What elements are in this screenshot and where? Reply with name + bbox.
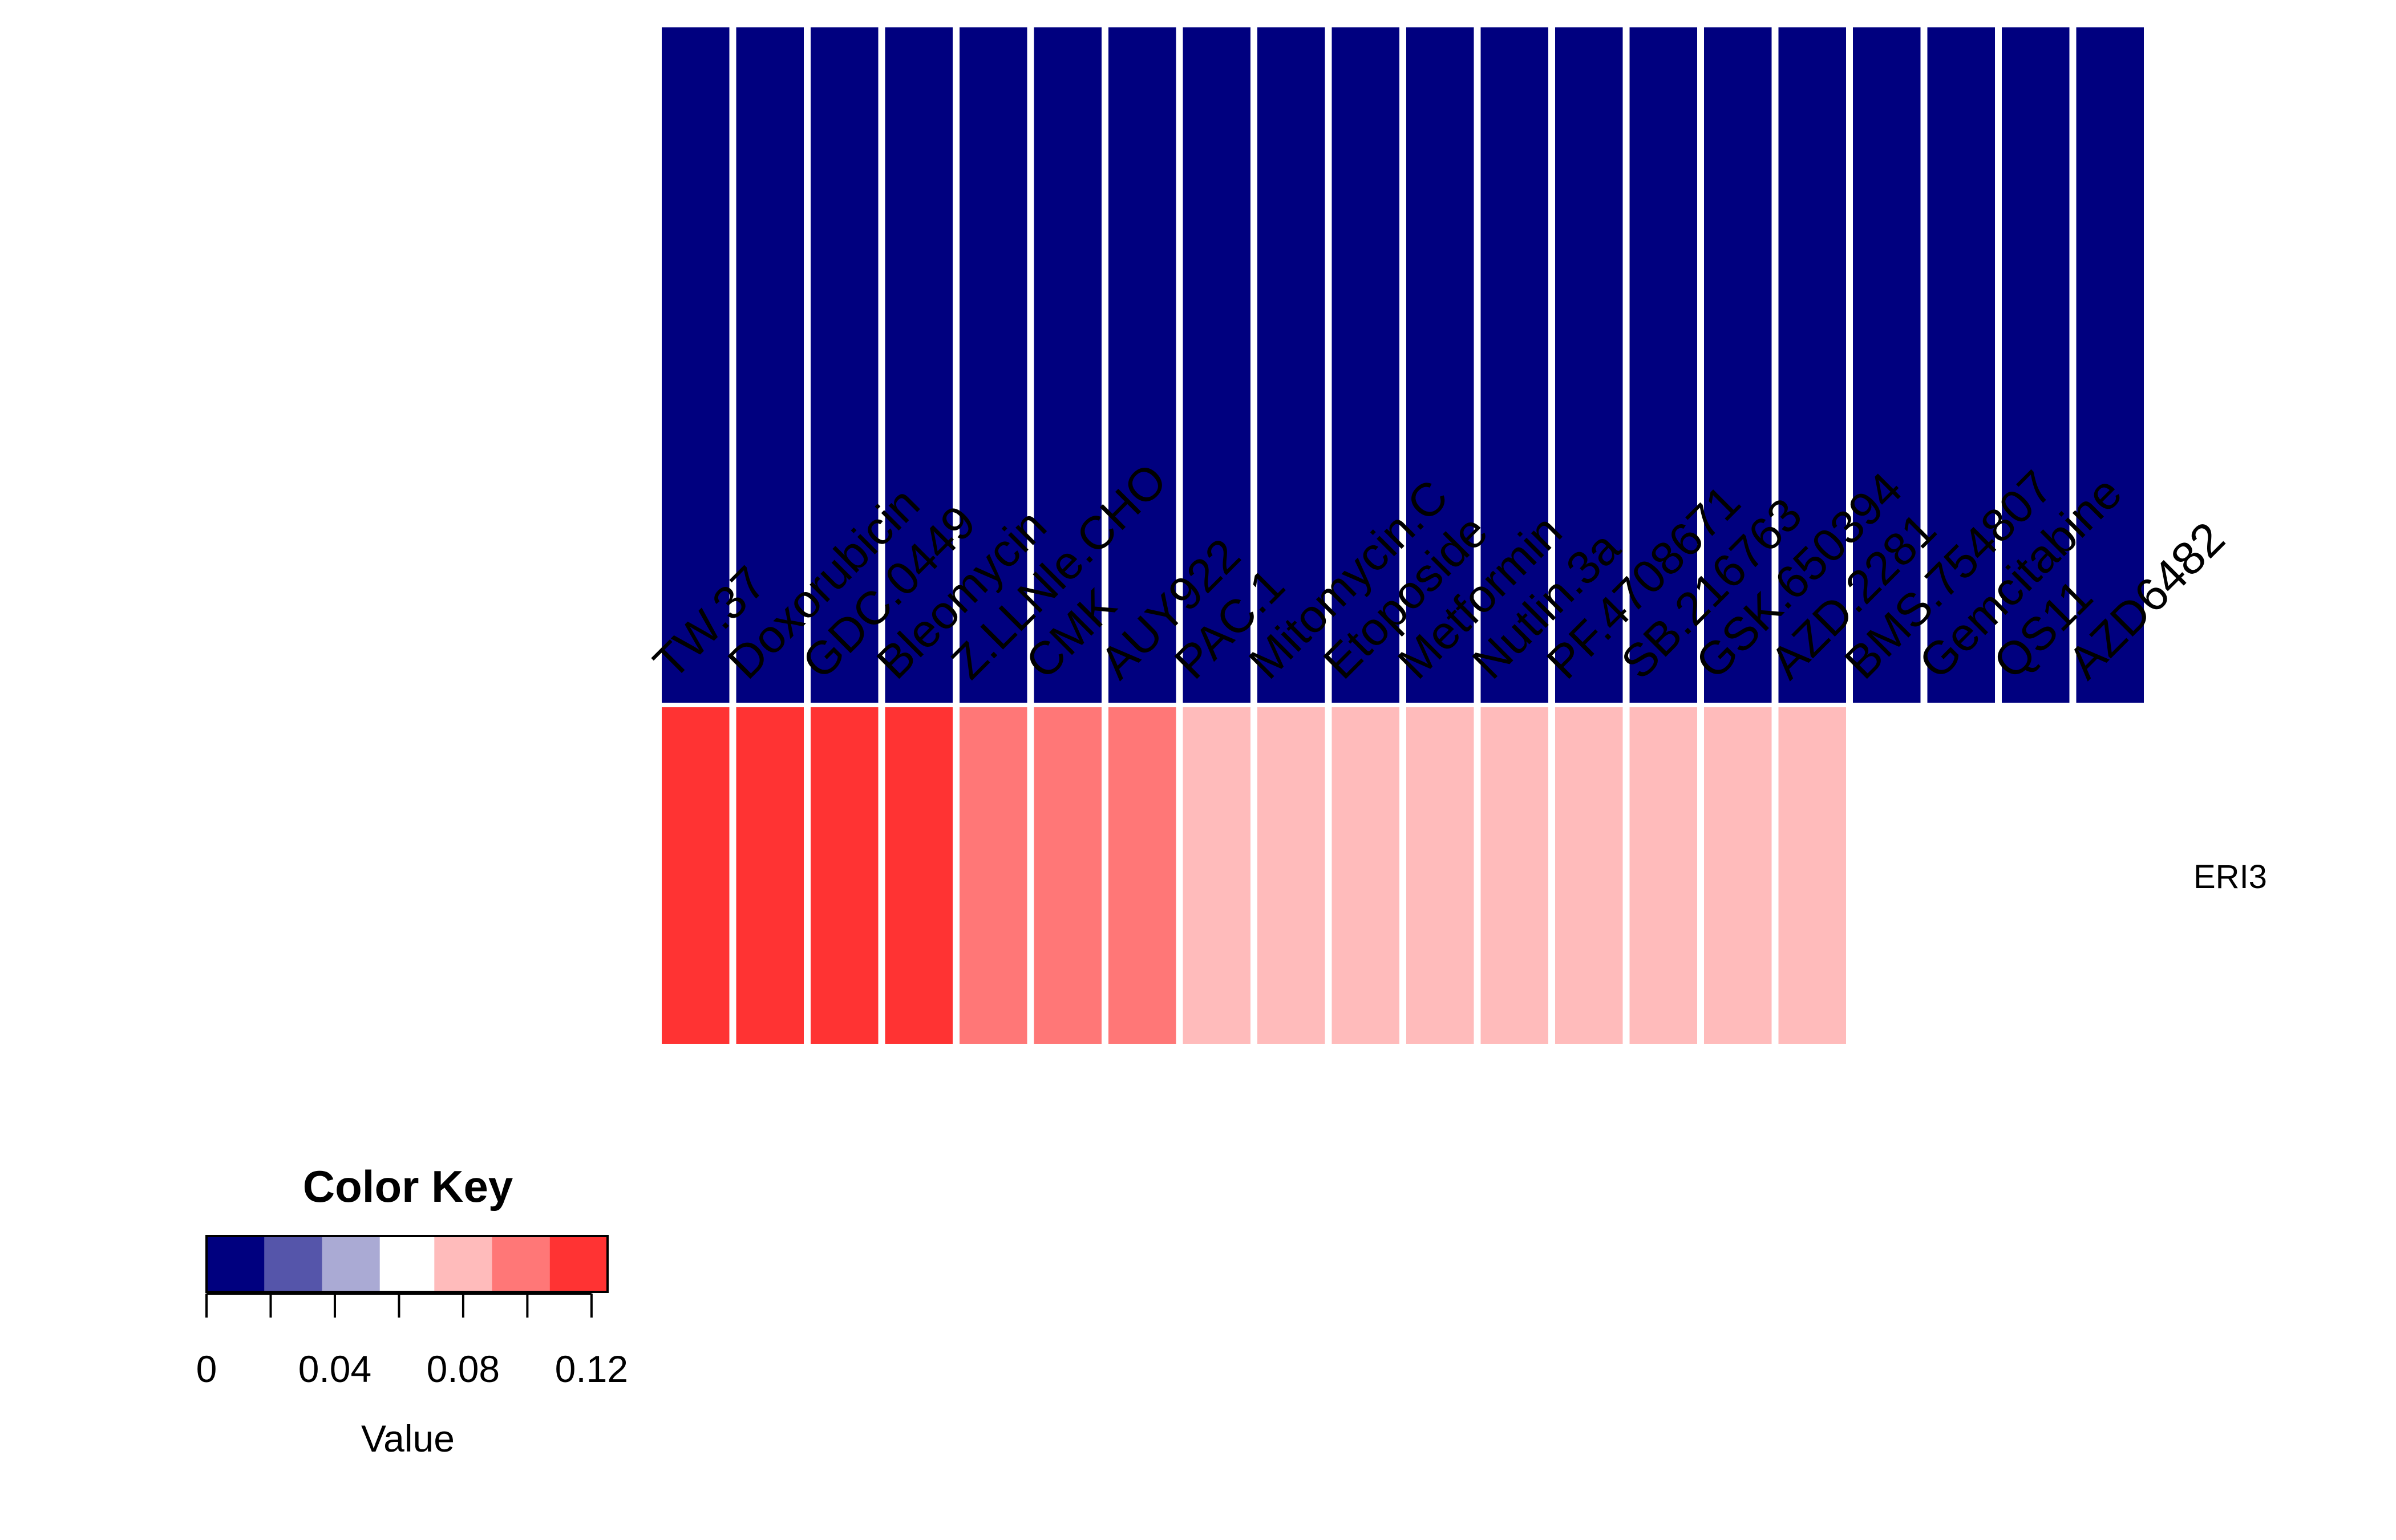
heatmap-cell-cmk-row-1 xyxy=(1034,27,1102,703)
heatmap-cell-mitomycin-c-row-2 xyxy=(1257,707,1325,1044)
color-key-xlabel: Value xyxy=(361,1417,455,1460)
color-key-bin-5 xyxy=(434,1236,492,1292)
color-key-bin-4 xyxy=(379,1236,435,1292)
color-key-bin-1 xyxy=(207,1236,265,1292)
heatmap-cell-doxorubicin-row-2 xyxy=(736,707,804,1044)
heatmap-cell-auy922-row-1 xyxy=(1108,27,1176,703)
heatmap-cell-gsk-650394-row-1 xyxy=(1704,27,1772,703)
heatmap-cell-gdc-0449-row-1 xyxy=(811,27,879,703)
heatmap-cell-bms-754807-row-2 xyxy=(1853,707,1921,1044)
heatmap-cell-gemcitabine-row-1 xyxy=(1927,27,1995,703)
row-label-eri3: ERI3 xyxy=(2193,858,2267,895)
heatmap-cell-etoposide-row-2 xyxy=(1331,707,1399,1044)
heatmap-cell-gsk-650394-row-2 xyxy=(1704,707,1772,1044)
color-key: Color Key 0 0.04 0.08 0.12 Value xyxy=(196,1161,628,1460)
heatmap-cell-z-llnle-cho-row-2 xyxy=(960,707,1027,1044)
heatmap-cell-sb-216763-row-1 xyxy=(1629,27,1697,703)
heatmap-cell-azd-2281-row-2 xyxy=(1778,707,1846,1044)
heatmap-cell-nutlin-3a-row-2 xyxy=(1480,707,1548,1044)
heatmap-cell-pac-1-row-2 xyxy=(1183,707,1250,1044)
color-key-bin-2 xyxy=(264,1236,322,1292)
color-key-bin-3 xyxy=(322,1236,381,1292)
color-key-tick-label: 0.08 xyxy=(427,1348,500,1390)
color-key-bin-6 xyxy=(492,1236,551,1292)
heatmap-cell-bms-754807-row-1 xyxy=(1853,27,1921,703)
heatmap-cell-z-llnle-cho-row-1 xyxy=(960,27,1027,703)
heatmap-cell-metformin-row-2 xyxy=(1406,707,1474,1044)
heatmap-cell-doxorubicin-row-1 xyxy=(736,27,804,703)
heatmap-cell-bleomycin-row-1 xyxy=(885,27,953,703)
heatmap-cell-cmk-row-2 xyxy=(1034,707,1102,1044)
heatmap-cell-pac-1-row-1 xyxy=(1183,27,1250,703)
color-key-frame xyxy=(205,1235,609,1293)
heatmap-cell-auy922-row-2 xyxy=(1108,707,1176,1044)
heatmap-cell-tw-37-row-2 xyxy=(662,707,730,1044)
column-labels: TW.37DoxorubicinGDC.0449BleomycinZ.LLNle… xyxy=(643,453,2235,688)
heatmap-cell-gemcitabine-row-2 xyxy=(1927,707,1995,1044)
color-key-tick-label: 0.12 xyxy=(555,1348,628,1390)
heatmap-cell-metformin-row-1 xyxy=(1406,27,1474,703)
heatmap-cell-azd6482-row-1 xyxy=(2076,27,2144,703)
heatmap-cell-sb-216763-row-2 xyxy=(1629,707,1697,1044)
color-key-tick-label: 0.04 xyxy=(298,1348,371,1390)
color-key-title: Color Key xyxy=(303,1161,513,1211)
color-key-tick-label: 0 xyxy=(196,1348,217,1390)
heatmap-cell-tw-37-row-1 xyxy=(662,27,730,703)
color-key-axis: 0 0.04 0.08 0.12 xyxy=(196,1292,628,1390)
heatmap-cell-qs11-row-2 xyxy=(2002,707,2070,1044)
heatmap-cell-gdc-0449-row-2 xyxy=(811,707,879,1044)
heatmap-cell-nutlin-3a-row-1 xyxy=(1480,27,1548,703)
heatmap-cell-azd6482-row-2 xyxy=(2076,707,2144,1044)
heatmap-cell-mitomycin-c-row-1 xyxy=(1257,27,1325,703)
color-key-bin-7 xyxy=(549,1236,608,1292)
heatmap-cells xyxy=(662,27,2144,1044)
heatmap-cell-pf-4708671-row-2 xyxy=(1555,707,1623,1044)
row-labels: ERI3 xyxy=(2193,858,2267,895)
heatmap-cell-pf-4708671-row-1 xyxy=(1555,27,1623,703)
heatmap-cell-azd-2281-row-1 xyxy=(1778,27,1846,703)
heatmap-cell-etoposide-row-1 xyxy=(1331,27,1399,703)
color-key-bins xyxy=(207,1236,608,1292)
heatmap-cell-bleomycin-row-2 xyxy=(885,707,953,1044)
heatmap-cell-qs11-row-1 xyxy=(2002,27,2070,703)
